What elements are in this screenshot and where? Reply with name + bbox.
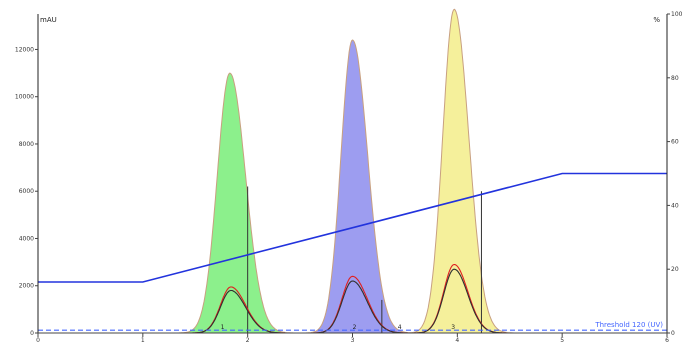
small-trace-2 (189, 289, 290, 334)
peak-layer (179, 8, 514, 334)
peak-2-area (305, 39, 414, 334)
fraction-label-4: 4 (398, 324, 402, 331)
y-right-tick-label-40: 40 (671, 202, 679, 209)
label-layer: Threshold 120 (UV) 1 2 3 4 (221, 321, 664, 331)
threshold-label: Threshold 120 (UV) (594, 321, 663, 329)
y-left-tick-label-6000: 6000 (19, 188, 34, 195)
y-right-tick-label-0: 0 (671, 330, 675, 337)
fraction-label-1: 1 (221, 324, 225, 331)
y-right-tick-label-60: 60 (671, 139, 679, 146)
peak-1-area (179, 72, 294, 334)
y-left-tick-label-10000: 10000 (15, 94, 34, 101)
left-axis-unit: mAU (40, 16, 57, 24)
gradient-line (38, 172, 667, 283)
y-left-tick-label-4000: 4000 (19, 235, 34, 242)
fraction-label-2: 2 (353, 324, 357, 331)
y-right-tick-label-20: 20 (671, 266, 679, 273)
y-left-tick-label-8000: 8000 (19, 141, 34, 148)
x-tick-label-4: 4 (455, 337, 459, 343)
axis-layer: mAU % 0 1 2 3 4 5 6020004000600080001000012000… (15, 11, 682, 343)
y-right-tick-label-100: 100 (671, 11, 682, 18)
x-tick-label-2: 2 (246, 337, 250, 343)
peak-3-area (407, 8, 514, 334)
x-tick-label-5: 5 (560, 337, 564, 343)
x-tick-label-1: 1 (141, 337, 145, 343)
fraction-label-3: 3 (451, 324, 455, 331)
y-left-tick-label-12000: 12000 (15, 46, 34, 53)
right-axis-unit: % (653, 16, 660, 24)
small-trace-6 (412, 268, 509, 334)
trace-layer (38, 172, 667, 334)
x-tick-label-3: 3 (351, 337, 355, 343)
y-left-tick-label-2000: 2000 (19, 283, 34, 290)
x-tick-label-0: 0 (36, 337, 40, 343)
y-right-tick-label-80: 80 (671, 75, 679, 82)
y-left-tick-label-0: 0 (30, 330, 34, 337)
x-tick-label-6: 6 (665, 337, 669, 343)
